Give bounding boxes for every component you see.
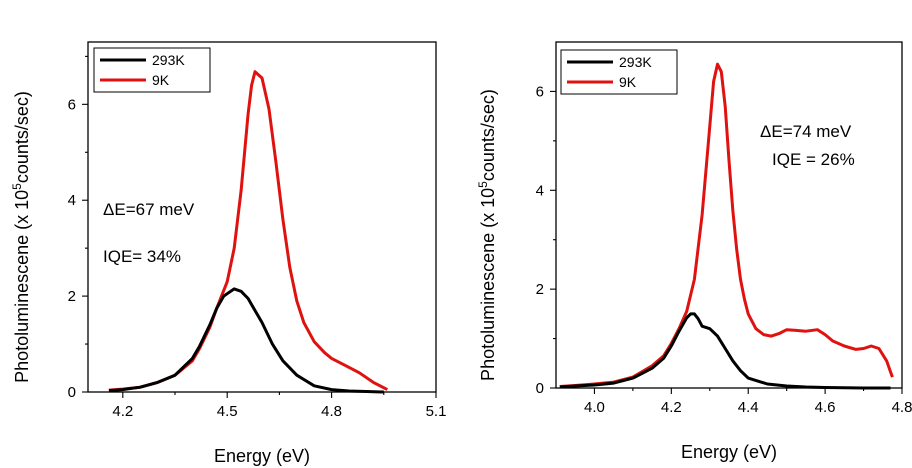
series-line-293k bbox=[559, 312, 891, 390]
legend-label: 9K bbox=[152, 72, 170, 88]
series-line-293k bbox=[108, 287, 384, 394]
annotation-text: IQE = 26% bbox=[772, 150, 855, 169]
right-chart-panel: 4.0 4.2 4.4 4.6 4.8 0 2 4 6 Energy (eV) Photolumin… bbox=[476, 41, 912, 462]
y-tick-label: 6 bbox=[68, 96, 76, 113]
legend-label: 9K bbox=[619, 74, 637, 90]
x-tick-label: 4.4 bbox=[738, 399, 759, 416]
legend-label: 293K bbox=[152, 52, 185, 68]
legend: 293K 9K bbox=[560, 49, 678, 95]
x-tick-label: 4.0 bbox=[584, 399, 605, 416]
x-tick-label: 5.1 bbox=[426, 403, 447, 420]
y-axis-title: Photoluminescene (x 105counts/sec) bbox=[10, 91, 32, 383]
x-axis-title: Energy (eV) bbox=[681, 442, 777, 462]
x-tick-label: 4.6 bbox=[815, 399, 836, 416]
y-tick-label: 4 bbox=[536, 182, 544, 199]
x-tick-label: 4.8 bbox=[892, 399, 912, 416]
y-tick-label: 2 bbox=[536, 281, 544, 298]
y-tick-label: 0 bbox=[536, 380, 544, 397]
y-tick-label: 2 bbox=[68, 288, 76, 305]
y-tick-label: 6 bbox=[536, 83, 544, 100]
annotation-text: ΔE=74 meV bbox=[760, 122, 852, 141]
legend-box bbox=[93, 47, 211, 93]
series-line-9k bbox=[559, 62, 894, 388]
legend-box bbox=[560, 49, 678, 95]
left-chart-panel: 4.2 4.5 4.8 5.1 0 2 4 6 Energy (eV) Photoluminesc… bbox=[10, 41, 447, 466]
series-line-9k bbox=[108, 70, 388, 392]
y-axis-title: Photoluminescene (x 105counts/sec) bbox=[476, 89, 498, 381]
x-tick-label: 4.8 bbox=[321, 403, 342, 420]
x-axis-title: Energy (eV) bbox=[214, 446, 310, 466]
annotation-text: IQE= 34% bbox=[103, 247, 181, 266]
x-tick-label: 4.2 bbox=[661, 399, 682, 416]
legend: 293K 9K bbox=[93, 47, 211, 93]
y-tick-label: 0 bbox=[68, 384, 76, 401]
x-tick-label: 4.2 bbox=[112, 403, 133, 420]
plot-frame bbox=[87, 41, 437, 393]
legend-label: 293K bbox=[619, 54, 652, 70]
y-tick-label: 4 bbox=[68, 192, 76, 209]
x-tick-label: 4.5 bbox=[217, 403, 238, 420]
plot-frame bbox=[555, 41, 903, 389]
annotation-text: ΔE=67 meV bbox=[103, 200, 195, 219]
